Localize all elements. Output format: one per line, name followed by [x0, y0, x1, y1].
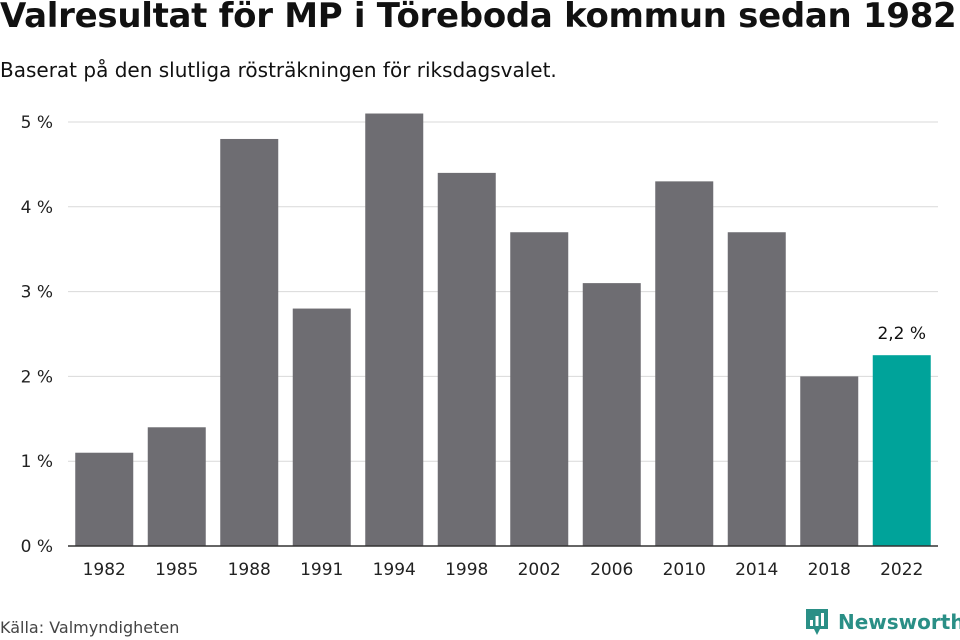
- x-tick-label: 1998: [445, 560, 488, 580]
- y-tick-label: 1 %: [21, 452, 53, 472]
- bar-chart: 0 %1 %2 %3 %4 %5 % 1982 1985 1988 1991 1994 1…: [21, 113, 938, 580]
- x-tick-label: 2002: [518, 560, 561, 580]
- source-note: Källa: Valmyndigheten: [0, 618, 180, 637]
- x-tick-label: 1988: [228, 560, 271, 580]
- bar-2014: [727, 232, 786, 547]
- bar-2022: [872, 355, 931, 546]
- y-tick-label: 5 %: [21, 113, 53, 133]
- brand-logo: Newsworthy: [804, 606, 960, 638]
- x-tick-label: 2018: [808, 560, 851, 580]
- x-tick-label: 2006: [590, 560, 633, 580]
- bar-2010: [655, 181, 714, 547]
- bar-2018: [800, 376, 859, 546]
- bar-1982: [75, 452, 134, 546]
- y-tick-label: 3 %: [21, 283, 53, 303]
- newsworthy-logo-icon: [806, 609, 828, 635]
- x-tick-label: 2010: [663, 560, 706, 580]
- bar-2006: [582, 283, 641, 546]
- bar-1994: [365, 113, 424, 547]
- data-labels: 2,2 %: [877, 324, 926, 344]
- bar-1985: [147, 427, 206, 546]
- x-tick-label: 1991: [300, 560, 343, 580]
- grid-lines: [68, 121, 938, 462]
- x-tick-label: 1985: [155, 560, 198, 580]
- data-label-2022: 2,2 %: [877, 324, 926, 344]
- y-axis-ticks: 0 % 1 % 2 % 3 % 4 % 5 %: [21, 113, 53, 557]
- bar-1998: [437, 172, 496, 546]
- chart-title: Valresultat för MP i Töreboda kommun sed…: [0, 0, 957, 36]
- bar-2002: [510, 232, 569, 547]
- y-tick-label: 2 %: [21, 367, 53, 387]
- x-tick-label: 2014: [735, 560, 778, 580]
- x-axis-ticks: 1982 1985 1988 1991 1994 1998 2002 2006 2010 2014…: [83, 560, 924, 580]
- y-tick-label: 4 %: [21, 198, 53, 218]
- bars: [75, 113, 931, 547]
- x-tick-label: 1982: [83, 560, 126, 580]
- bar-1991: [292, 308, 351, 546]
- bar-1988: [220, 138, 279, 546]
- chart-subtitle: Baserat på den slutliga rösträkningen fö…: [0, 58, 557, 82]
- y-tick-label: 0 %: [21, 537, 53, 557]
- brand-name: Newsworthy: [838, 610, 960, 634]
- x-tick-label: 1994: [373, 560, 416, 580]
- x-tick-label: 2022: [880, 560, 923, 580]
